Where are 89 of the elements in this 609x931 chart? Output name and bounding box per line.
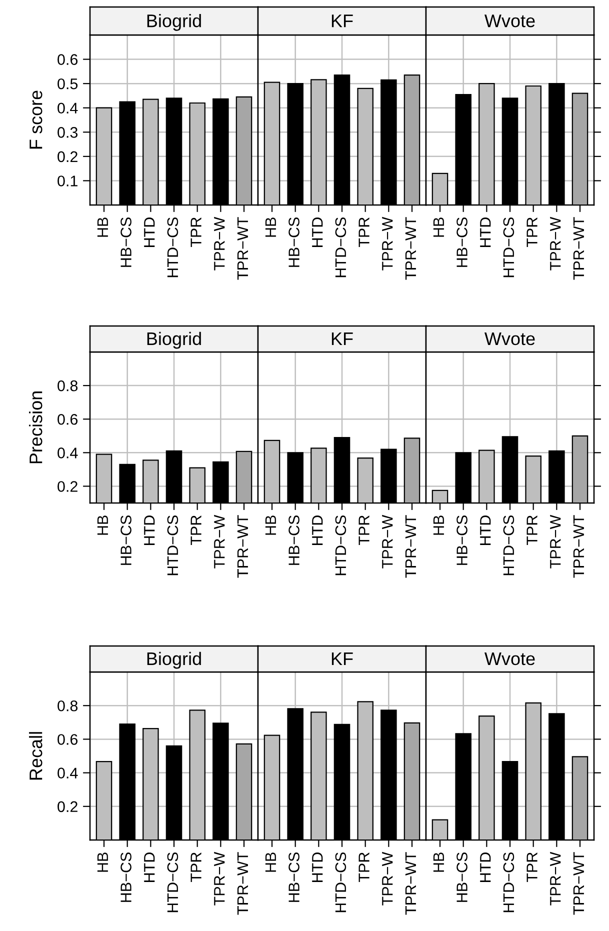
x-tick-label: HB−CS [120, 852, 132, 902]
x-tick-label: TPR−WT [573, 852, 584, 915]
x-tick-label: TPR−WT [405, 515, 416, 578]
x-tick-label: TPR−WT [405, 217, 416, 280]
y-tick-label: 0.1 [58, 176, 78, 186]
x-tick-label: HB [97, 516, 108, 535]
x-tick-label: HB [265, 218, 276, 237]
x-tick-label: HB−CS [288, 516, 300, 565]
x-tick-label: HB−CS [288, 218, 300, 267]
x-tick-label: HTD−CS [503, 516, 514, 576]
x-tick-label: HTD−CS [167, 852, 178, 912]
x-tick-label: HB [97, 218, 108, 237]
x-tick-label: HTD [480, 516, 491, 545]
y-tick-label: 0.4 [58, 102, 78, 114]
x-tick-label: HTD−CS [503, 218, 514, 278]
chart-title: KF [332, 652, 353, 665]
x-tick-label: HTD [312, 852, 323, 882]
x-tick-label: HB−CS [456, 516, 468, 565]
x-tick-label: HTD−CS [335, 218, 346, 278]
x-tick-label: HB−CS [456, 852, 468, 902]
y-tick-label: 0.8 [58, 700, 78, 712]
x-tick-label: TPR−W [214, 514, 225, 568]
x-tick-label: TPR−W [382, 216, 393, 270]
x-tick-label: HTD [480, 218, 491, 247]
y-tick-label: 0.4 [58, 768, 78, 778]
x-tick-label: HTD [312, 218, 323, 247]
x-tick-label: HB [265, 852, 276, 872]
y-tick-label: 0.2 [58, 151, 78, 162]
chart-title: Biogrid [147, 332, 201, 349]
x-tick-label: HB [433, 218, 444, 237]
y-tick-label: 0.2 [58, 481, 78, 492]
y-axis-title: F score [30, 90, 42, 149]
x-tick-label: TPR [190, 852, 202, 882]
chart-title: Wvote [484, 652, 535, 666]
x-tick-label: TPR [358, 852, 370, 882]
x-tick-label: TPR−W [550, 852, 561, 906]
y-axis-title: Precision [29, 392, 42, 464]
x-tick-label: HB−CS [288, 852, 300, 902]
x-tick-label: HB−CS [120, 516, 132, 565]
x-tick-label: HTD [144, 852, 155, 882]
x-tick-label: TPR−WT [237, 852, 248, 915]
x-tick-label: HB−CS [120, 218, 132, 267]
x-tick-label: TPR [526, 218, 538, 248]
x-tick-label: HTD−CS [167, 516, 178, 576]
x-tick-label: HTD−CS [335, 852, 346, 912]
x-tick-label: HB−CS [456, 218, 468, 267]
x-tick-label: TPR−WT [237, 217, 248, 280]
chart-title: Wvote [484, 332, 535, 346]
x-tick-label: TPR−W [382, 852, 393, 906]
x-tick-label: TPR [358, 516, 370, 546]
x-tick-label: TPR−W [550, 514, 561, 568]
x-tick-label: HB [97, 852, 108, 872]
x-tick-label: HB [433, 516, 444, 535]
y-tick-label: 0.6 [58, 54, 78, 65]
x-tick-label: HTD [480, 852, 491, 882]
chart-title: Wvote [484, 14, 535, 28]
y-tick-label: 0.2 [58, 801, 78, 812]
x-tick-label: TPR−W [214, 216, 225, 270]
x-tick-label: HTD [144, 516, 155, 545]
x-tick-label: HB [265, 516, 276, 535]
x-tick-label: TPR [190, 516, 202, 546]
x-tick-label: HTD [144, 218, 155, 247]
x-tick-label: TPR [526, 852, 538, 882]
x-tick-label: HTD [312, 516, 323, 545]
x-tick-label: HTD−CS [167, 218, 178, 278]
chart-title: Biogrid [147, 652, 201, 669]
x-tick-label: TPR−W [382, 514, 393, 568]
chart-title: Biogrid [147, 14, 201, 31]
x-tick-label: HTD−CS [335, 516, 346, 576]
x-tick-label: TPR−WT [573, 515, 584, 578]
y-tick-label: 0.4 [58, 448, 78, 458]
y-axis-title: Recall [29, 732, 42, 780]
x-tick-label: TPR−W [214, 852, 225, 906]
y-tick-label: 0.3 [58, 127, 78, 138]
x-tick-label: TPR−WT [405, 852, 416, 915]
x-tick-label: TPR−W [550, 216, 561, 270]
y-tick-label: 0.6 [58, 734, 78, 745]
x-tick-label: TPR [358, 218, 370, 248]
y-tick-label: 0.8 [58, 380, 78, 392]
x-tick-label: HTD−CS [503, 852, 514, 912]
chart-title: KF [332, 332, 353, 345]
x-tick-label: TPR [190, 218, 202, 248]
y-tick-label: 0.6 [58, 414, 78, 425]
chart-title: KF [332, 14, 353, 28]
y-tick-label: 0.5 [58, 78, 78, 90]
x-tick-label: TPR−WT [237, 515, 248, 578]
x-tick-label: TPR−WT [573, 217, 584, 280]
x-tick-label: TPR [526, 516, 538, 546]
x-tick-label: HB [433, 852, 444, 872]
